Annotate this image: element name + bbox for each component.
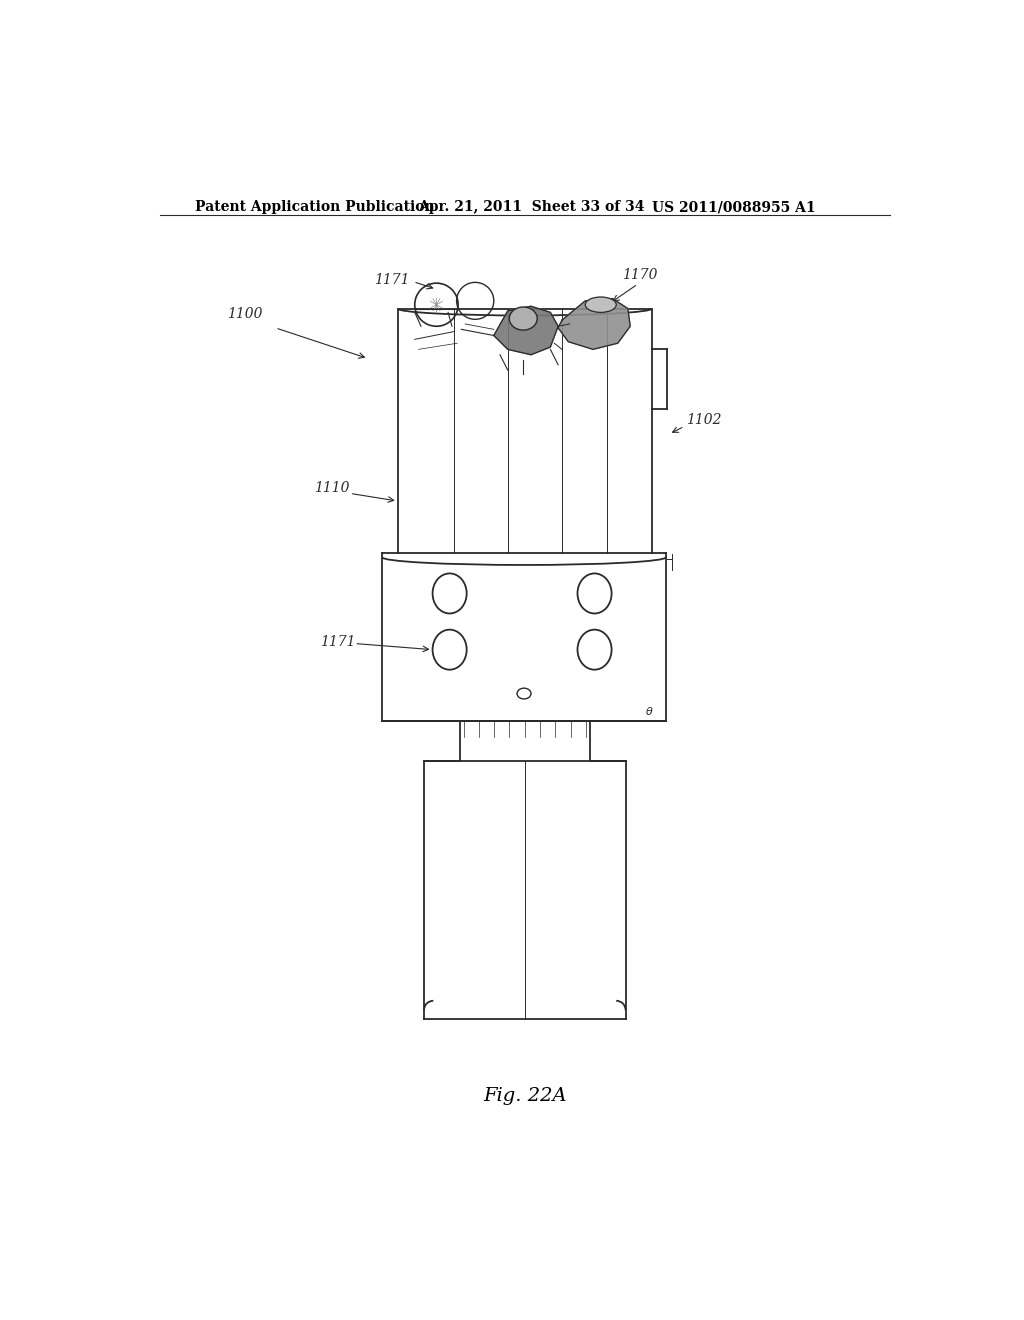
- Text: 1100: 1100: [227, 308, 263, 321]
- Text: Apr. 21, 2011  Sheet 33 of 34: Apr. 21, 2011 Sheet 33 of 34: [418, 201, 644, 214]
- Ellipse shape: [509, 308, 538, 330]
- Text: $\theta$: $\theta$: [644, 705, 653, 717]
- Bar: [397, 309, 652, 553]
- Text: US 2011/0088955 A1: US 2011/0088955 A1: [652, 201, 815, 214]
- Text: 1170: 1170: [623, 268, 658, 282]
- Text: Patent Application Publication: Patent Application Publication: [196, 201, 435, 214]
- Text: 1171: 1171: [375, 273, 410, 286]
- Polygon shape: [494, 306, 558, 355]
- Polygon shape: [558, 298, 630, 350]
- Text: 1171: 1171: [321, 635, 355, 649]
- Text: 1102: 1102: [686, 413, 722, 428]
- Text: Fig. 22A: Fig. 22A: [483, 1086, 566, 1105]
- Ellipse shape: [586, 297, 616, 313]
- Text: 1110: 1110: [314, 480, 349, 495]
